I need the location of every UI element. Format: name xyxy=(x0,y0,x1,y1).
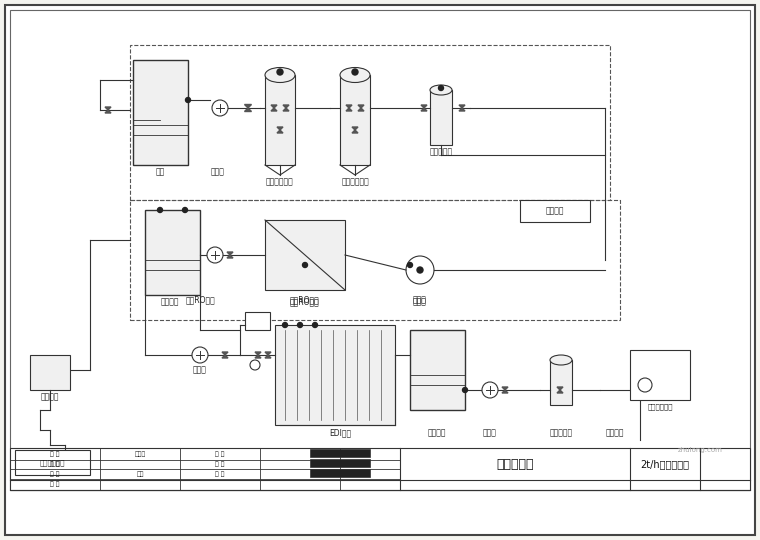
Bar xyxy=(145,210,200,295)
Bar xyxy=(310,459,370,467)
Text: 审 查: 审 查 xyxy=(215,461,225,467)
Circle shape xyxy=(312,322,318,327)
Circle shape xyxy=(250,360,260,370)
Text: 日 期: 日 期 xyxy=(50,481,60,487)
Text: 超纯水用水箱: 超纯水用水箱 xyxy=(648,404,673,410)
Text: 一级RO系统: 一级RO系统 xyxy=(290,295,320,305)
Circle shape xyxy=(463,388,467,393)
Circle shape xyxy=(207,247,223,263)
Text: 水箱: 水箱 xyxy=(155,167,165,177)
Ellipse shape xyxy=(430,85,452,95)
Bar xyxy=(550,360,572,405)
Bar xyxy=(340,75,370,165)
Text: 活性炭过滤器: 活性炭过滤器 xyxy=(341,178,369,186)
Circle shape xyxy=(638,378,652,392)
Text: 一级RO系统: 一级RO系统 xyxy=(290,298,320,307)
Circle shape xyxy=(482,382,498,398)
Polygon shape xyxy=(222,352,228,358)
Bar xyxy=(130,200,620,320)
Text: 分全: 分全 xyxy=(136,471,144,477)
Bar xyxy=(133,60,188,165)
Circle shape xyxy=(182,207,188,213)
Polygon shape xyxy=(245,105,252,111)
Circle shape xyxy=(297,322,302,327)
Bar xyxy=(410,330,465,410)
Polygon shape xyxy=(271,105,277,111)
Circle shape xyxy=(185,98,191,103)
Text: 多媒泵: 多媒泵 xyxy=(413,295,427,305)
Text: 紫外杀菌: 紫外杀菌 xyxy=(41,393,59,402)
Polygon shape xyxy=(283,105,289,111)
Polygon shape xyxy=(265,352,271,358)
Bar xyxy=(10,448,750,490)
Bar xyxy=(430,90,452,145)
Text: 中间水箱: 中间水箱 xyxy=(428,429,446,437)
Circle shape xyxy=(192,347,208,363)
Polygon shape xyxy=(459,105,465,111)
Circle shape xyxy=(302,262,308,267)
Text: 一级RO系统: 一级RO系统 xyxy=(185,295,215,305)
Polygon shape xyxy=(105,107,111,113)
Bar xyxy=(310,469,370,477)
Text: 滤膜过滤器: 滤膜过滤器 xyxy=(429,147,452,157)
Bar xyxy=(30,355,70,390)
Polygon shape xyxy=(502,387,508,393)
Polygon shape xyxy=(346,105,352,111)
Ellipse shape xyxy=(265,68,295,83)
Bar xyxy=(15,450,90,475)
Bar xyxy=(630,350,690,400)
Text: EDI系统: EDI系统 xyxy=(329,429,351,437)
Text: 制 图: 制 图 xyxy=(50,461,60,467)
Bar xyxy=(310,449,370,457)
Text: 核 对: 核 对 xyxy=(50,471,60,477)
Text: 工艺流程图: 工艺流程图 xyxy=(496,457,534,470)
Text: 工 程: 工 程 xyxy=(215,471,225,477)
Bar xyxy=(265,75,295,165)
Circle shape xyxy=(277,69,283,75)
Circle shape xyxy=(417,267,423,273)
Text: 设 计: 设 计 xyxy=(50,451,60,457)
Circle shape xyxy=(212,100,228,116)
Polygon shape xyxy=(227,252,233,258)
Text: 2t/h超纯水工艺: 2t/h超纯水工艺 xyxy=(641,459,689,469)
Circle shape xyxy=(352,69,358,75)
Bar xyxy=(245,312,270,330)
Text: 直饮水用水箱: 直饮水用水箱 xyxy=(40,460,65,467)
Circle shape xyxy=(407,262,413,267)
Text: 原水泵: 原水泵 xyxy=(211,167,225,177)
Bar xyxy=(130,45,610,200)
Ellipse shape xyxy=(340,68,370,83)
Bar xyxy=(275,325,395,425)
Text: 增压泵: 增压泵 xyxy=(193,366,207,375)
Polygon shape xyxy=(421,105,427,111)
Bar xyxy=(265,220,345,290)
Text: 循环系统: 循环系统 xyxy=(606,429,624,437)
Circle shape xyxy=(283,322,287,327)
Ellipse shape xyxy=(550,355,572,365)
Polygon shape xyxy=(358,105,364,111)
Text: 纯水泵: 纯水泵 xyxy=(483,429,497,437)
Circle shape xyxy=(157,207,163,213)
Bar xyxy=(10,10,750,490)
Polygon shape xyxy=(557,387,563,393)
Text: 抛光过滤器: 抛光过滤器 xyxy=(549,429,572,437)
Text: 批 准: 批 准 xyxy=(215,451,225,457)
Bar xyxy=(520,200,590,222)
Text: 控制系统: 控制系统 xyxy=(546,206,564,215)
Text: 郭凤友: 郭凤友 xyxy=(135,451,146,457)
Text: zhulong.com: zhulong.com xyxy=(678,447,723,453)
Text: 多介质过滤器: 多介质过滤器 xyxy=(266,178,294,186)
Polygon shape xyxy=(352,127,358,133)
Circle shape xyxy=(406,256,434,284)
Text: 多媒泵: 多媒泵 xyxy=(413,298,427,307)
Polygon shape xyxy=(255,352,261,358)
Polygon shape xyxy=(277,127,283,133)
Circle shape xyxy=(439,85,444,91)
Text: 中间水箱: 中间水箱 xyxy=(161,298,179,307)
